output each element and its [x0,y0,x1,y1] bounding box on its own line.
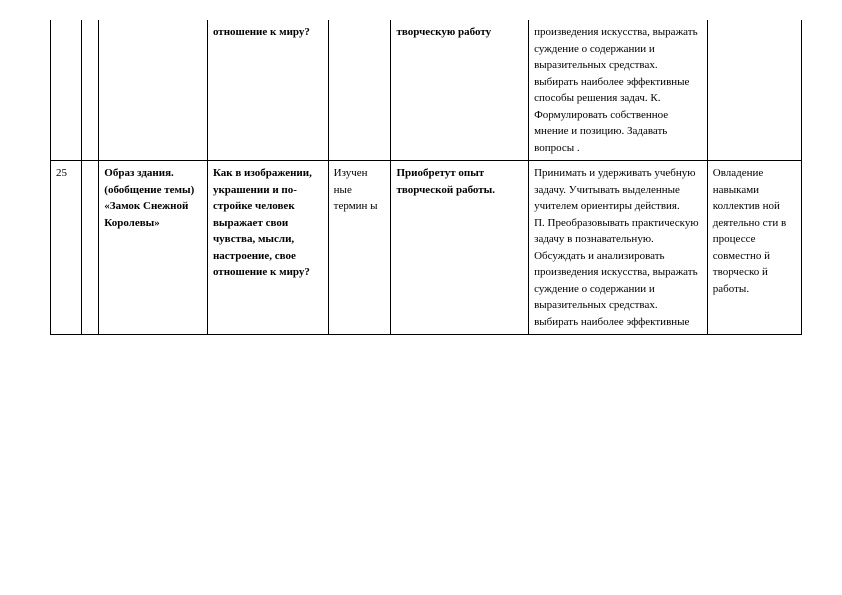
cell-uud: произведения искусства, выражать суждени… [529,20,708,161]
cell-terms: Изучен ные термин ы [328,161,391,335]
cell-topic: Образ здания. (обобщение темы) «Замок Сн… [99,161,208,335]
cell-result: Приобретут опыт творческой работы. [391,161,529,335]
cell-sub [82,161,99,335]
cell-topic [99,20,208,161]
cell-sub [82,20,99,161]
cell-terms [328,20,391,161]
cell-question: Как в изображении, украшении и по­стройк… [207,161,328,335]
cell-uud: Принимать и удерживать учебную задачу. У… [529,161,708,335]
cell-question: отношение к миру? [207,20,328,161]
cell-result: творческую работу [391,20,529,161]
document-page: отношение к миру? творческую работу прои… [0,0,842,355]
cell-mastery: Овладение навыками коллектив ной деятель… [707,161,801,335]
cell-number [51,20,82,161]
curriculum-table: отношение к миру? творческую работу прои… [50,20,802,335]
table-row: отношение к миру? творческую работу прои… [51,20,802,161]
table-row: 25 Образ здания. (обобщение темы) «Замок… [51,161,802,335]
cell-number: 25 [51,161,82,335]
cell-mastery [707,20,801,161]
